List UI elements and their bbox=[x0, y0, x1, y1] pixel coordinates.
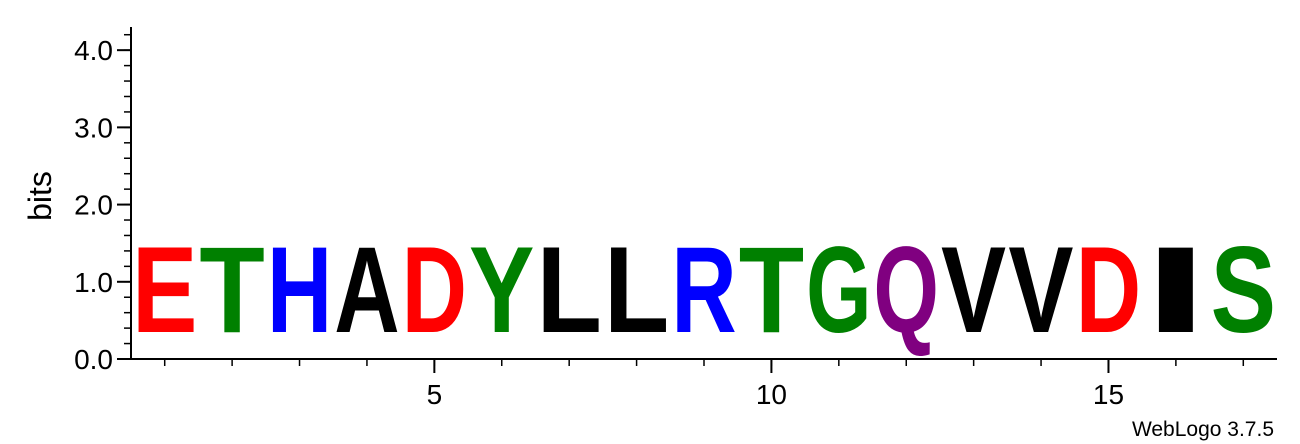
x-tick-label: 10 bbox=[756, 379, 787, 410]
logo-letter-l: L bbox=[604, 222, 669, 358]
logo-letter-g: G bbox=[806, 222, 871, 358]
logo-letter-v: V bbox=[941, 222, 1006, 358]
logo-letter-q: Q bbox=[874, 222, 939, 358]
logo-letter-y: Y bbox=[469, 220, 534, 358]
y-axis-label: bits bbox=[22, 171, 58, 221]
y-tick-label: 3.0 bbox=[74, 112, 113, 143]
y-tick-label: 0.0 bbox=[74, 344, 113, 375]
logo-letter-t: T bbox=[739, 222, 804, 358]
logo-letter-l: L bbox=[536, 222, 601, 358]
logo-letter-d: D bbox=[1076, 220, 1141, 358]
y-tick-label: 4.0 bbox=[74, 35, 113, 66]
logo-letter-s: S bbox=[1211, 220, 1276, 358]
logo-letter-i: I bbox=[1143, 221, 1208, 358]
logo-letter-v: V bbox=[1008, 222, 1073, 358]
weblogo-credit: WebLogo 3.7.5 bbox=[1132, 418, 1274, 441]
logo-letter-a: A bbox=[334, 220, 399, 358]
y-tick-label: 1.0 bbox=[74, 267, 113, 298]
y-tick-label: 2.0 bbox=[74, 190, 113, 221]
logo-letter-d: D bbox=[402, 220, 467, 358]
axes-layer: 0.0 1.0 2.0 3.0 4.0 5 10 15 bbox=[74, 27, 1277, 410]
logo-letter-t: T bbox=[199, 222, 264, 358]
x-tick-label: 15 bbox=[1093, 379, 1124, 410]
logo-letter-e: E bbox=[132, 220, 197, 358]
logo-letter-h: H bbox=[267, 220, 332, 358]
x-tick-label: 5 bbox=[427, 379, 443, 410]
logo-letter-r: R bbox=[671, 220, 736, 358]
